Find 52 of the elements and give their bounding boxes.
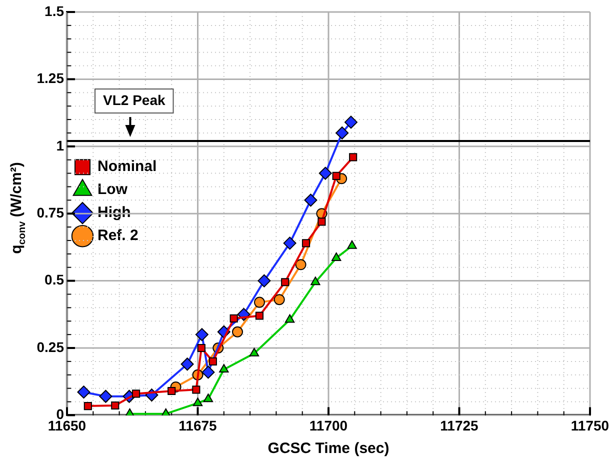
point — [284, 314, 295, 323]
point — [349, 153, 358, 162]
x-tick-label: 11750 — [570, 417, 610, 434]
point — [254, 296, 265, 308]
point — [249, 348, 260, 356]
point — [84, 402, 92, 410]
ref-line-label: VL2 Peak — [103, 92, 166, 108]
point — [283, 236, 296, 250]
legend-label: Ref. 2 — [98, 227, 138, 244]
point — [255, 312, 264, 320]
point — [203, 394, 214, 402]
point — [344, 116, 358, 129]
x-tick-label: 11700 — [309, 417, 348, 434]
point — [274, 294, 285, 306]
point — [258, 274, 271, 288]
legend-label: Low — [98, 181, 128, 198]
x-tick-label: 11675 — [178, 417, 218, 434]
y-tick-label: 0.25 — [36, 338, 64, 355]
point — [180, 358, 194, 371]
point — [168, 386, 176, 396]
point — [295, 259, 306, 270]
y-tick-label: 0.75 — [36, 204, 64, 220]
point — [302, 239, 310, 248]
point — [304, 194, 318, 207]
point — [219, 364, 229, 373]
point — [99, 390, 112, 403]
y-tick-label: 1.5 — [44, 2, 64, 19]
point — [77, 386, 90, 399]
y-tick-label: 1 — [56, 137, 64, 154]
y-tick-label: 1.25 — [36, 70, 64, 86]
point — [230, 314, 238, 322]
point — [318, 218, 326, 226]
point — [336, 126, 349, 140]
point — [111, 401, 120, 410]
point — [192, 386, 200, 394]
point — [192, 398, 203, 406]
x-tick-label: 11725 — [440, 417, 479, 434]
point — [281, 278, 290, 286]
point — [197, 344, 206, 352]
point — [232, 326, 243, 338]
point — [195, 328, 208, 342]
point — [332, 172, 340, 180]
legend-label: Nominal — [98, 158, 157, 176]
point — [202, 366, 215, 379]
point — [347, 240, 357, 249]
point — [318, 166, 332, 180]
point — [208, 357, 217, 366]
point — [132, 390, 140, 398]
y-tick-label: 0.5 — [44, 272, 64, 288]
point — [332, 252, 342, 261]
point — [310, 276, 320, 286]
x-axis-title: GCSC Time (sec) — [268, 440, 390, 458]
